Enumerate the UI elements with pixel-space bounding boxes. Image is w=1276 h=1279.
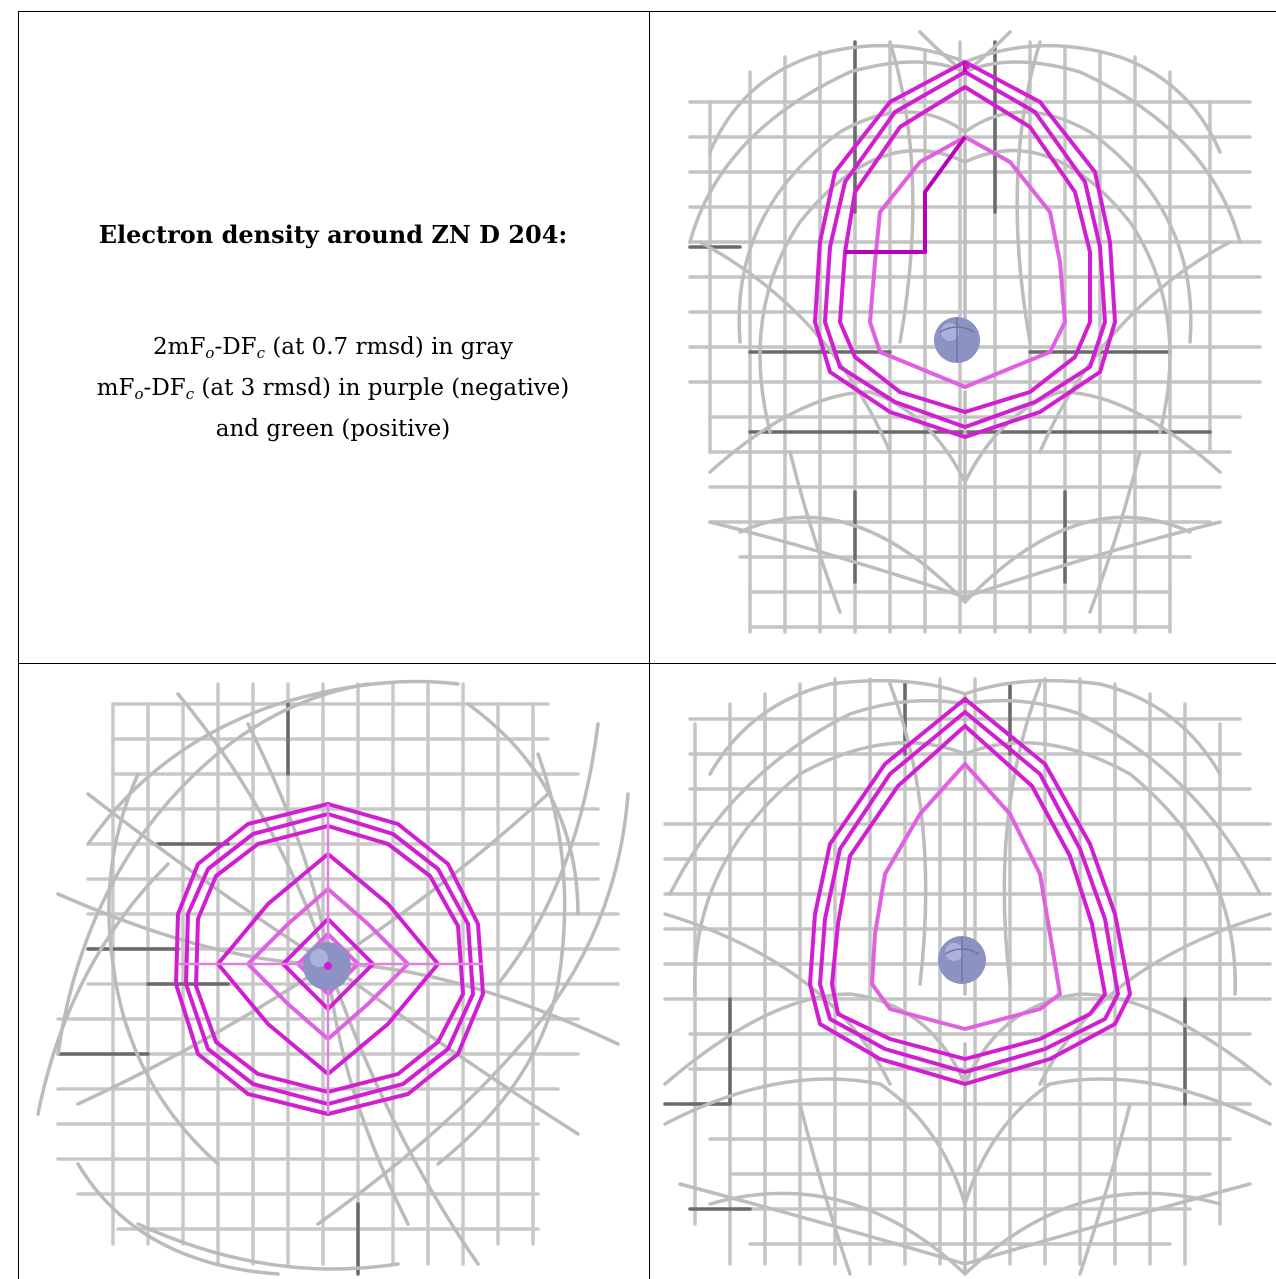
caption-description: 2mFo-DFc (at 0.7 rmsd) in gray mFo-DFc (… xyxy=(18,330,648,447)
mesh-render-front xyxy=(650,12,1276,662)
density-view-side xyxy=(650,664,1276,1279)
caption-line-purple: mFo-DFc (at 3 rmsd) in purple (negative) xyxy=(18,371,648,412)
zinc-atom xyxy=(303,942,351,990)
mesh-render-axial xyxy=(18,664,648,1279)
caption-cell: Electron density around ZN D 204: 2mFo-D… xyxy=(18,12,648,662)
zinc-atom xyxy=(938,936,986,984)
caption-line-green: and green (positive) xyxy=(18,412,648,447)
zinc-atom xyxy=(934,317,980,363)
mesh-render-side xyxy=(650,664,1276,1279)
negative-difference-mesh xyxy=(810,699,1130,1084)
caption-line-gray: 2mFo-DFc (at 0.7 rmsd) in gray xyxy=(18,330,648,371)
density-view-axial xyxy=(18,664,648,1279)
density-view-front xyxy=(650,12,1276,662)
caption-title: Electron density around ZN D 204: xyxy=(18,220,648,249)
